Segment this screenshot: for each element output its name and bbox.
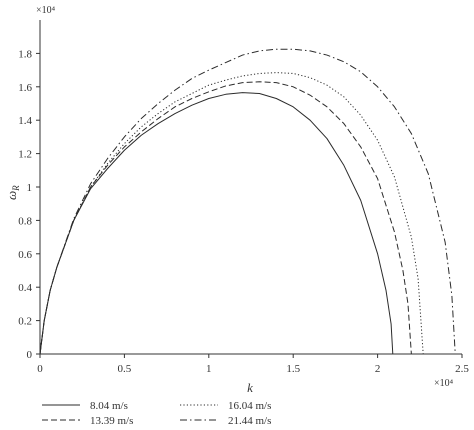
x-exponent-label: ×10⁴ [434, 378, 454, 389]
axes [39, 20, 462, 355]
legend-label-1: 8.04 m/s [90, 400, 128, 412]
y-axis-title-group: ωR [4, 185, 21, 200]
y-tick-label: 1.6 [18, 82, 32, 94]
y-tick-label: 1 [27, 182, 33, 194]
y-tick-label: 0.2 [18, 316, 32, 328]
legend-label-3: 16.04 m/s [228, 400, 271, 412]
series-line-1 [39, 92, 394, 355]
x-tick-label: 0 [37, 363, 43, 375]
y-ticks: 0 0.2 0.4 0.6 0.8 1 1.2 1.4 1.6 1.8 [18, 48, 40, 361]
series-group [39, 48, 456, 355]
x-axis-title: k [247, 380, 253, 395]
x-tick-label: 2.5 [455, 363, 469, 375]
y-tick-label: 1.4 [18, 115, 32, 127]
y-tick-label: 1.8 [18, 48, 32, 60]
legend-label-4: 21.44 m/s [228, 415, 271, 427]
y-axis-title-main: ω [4, 191, 19, 200]
legend: 8.04 m/s 13.39 m/s 16.04 m/s 21.44 m/s [42, 400, 271, 427]
y-axis-title: ωR [4, 185, 21, 200]
x-tick-label: 0.5 [118, 363, 132, 375]
series-line-2 [39, 81, 412, 355]
legend-label-2: 13.39 m/s [90, 415, 133, 427]
y-axis-title-subscript: R [11, 185, 21, 192]
y-tick-label: 0.6 [18, 249, 32, 261]
y-exponent-label: ×10⁴ [36, 5, 56, 16]
y-tick-label: 1.2 [18, 149, 32, 161]
x-ticks: 0 0.5 1 1.5 2 2.5 [37, 354, 469, 375]
series-line-3 [39, 72, 424, 355]
x-tick-label: 1 [206, 363, 212, 375]
y-tick-label: 0.8 [18, 215, 32, 227]
x-tick-label: 2 [375, 363, 381, 375]
series-line-4 [39, 48, 456, 355]
y-tick-label: 0.4 [18, 282, 32, 294]
x-tick-label: 1.5 [286, 363, 300, 375]
y-tick-label: 0 [27, 349, 33, 361]
